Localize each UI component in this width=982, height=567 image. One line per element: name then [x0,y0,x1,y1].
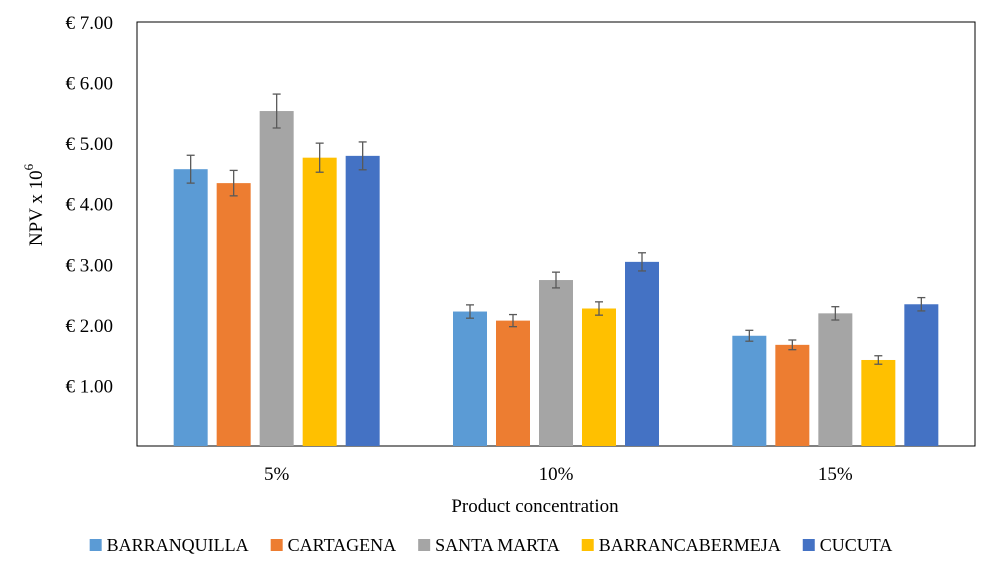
y-tick-label: € 6.00 [66,74,114,95]
bar [861,359,896,446]
y-axis-title-text: NPV x 10 [26,170,47,246]
y-tick-label: € 1.00 [66,376,114,397]
legend-swatch [418,539,431,551]
legend-label: BARRANQUILLA [107,535,249,555]
y-axis: € 1.00 € 2.00 € 3.00 € 4.00 € 5.00 € 6.00 € 7.… [66,13,114,397]
bar [732,335,767,446]
y-tick-label: € 7.00 [66,13,114,34]
plot-area [136,21,976,447]
bar [496,320,530,446]
x-tick-label: 5% [264,464,290,485]
legend-swatch [89,539,102,551]
bar [539,280,573,446]
legend-label: CARTAGENA [288,535,396,555]
bar [453,311,487,446]
x-axis: 5% 10% 15% [264,464,853,485]
legend-swatch [802,539,815,551]
legend-swatch [270,539,283,551]
y-tick-label: € 2.00 [66,316,114,337]
y-axis-title: NPV x 106 [21,163,47,246]
legend-label: BARRANCABERMEJA [599,535,781,555]
x-axis-title: Product concentration [451,496,619,517]
bar [216,183,251,446]
bar [302,157,337,446]
legend-swatch [581,539,594,551]
legend: BARRANQUILLA CARTAGENA SANTA MARTA BARRANCA… [89,535,893,555]
bar [904,304,939,446]
bar [345,155,380,446]
legend-label: CUCUTA [820,535,893,555]
x-tick-label: 10% [539,464,574,485]
bar [259,111,294,446]
y-tick-label: € 3.00 [66,255,114,276]
bar [818,313,853,446]
bar [173,169,208,446]
legend-label: SANTA MARTA [435,535,560,555]
y-axis-title-exponent: 6 [21,163,36,170]
y-tick-label: € 5.00 [66,134,114,155]
x-tick-label: 15% [818,464,853,485]
bar [625,261,659,446]
bar [582,308,616,446]
bar [775,344,810,446]
y-tick-label: € 4.00 [66,195,114,216]
